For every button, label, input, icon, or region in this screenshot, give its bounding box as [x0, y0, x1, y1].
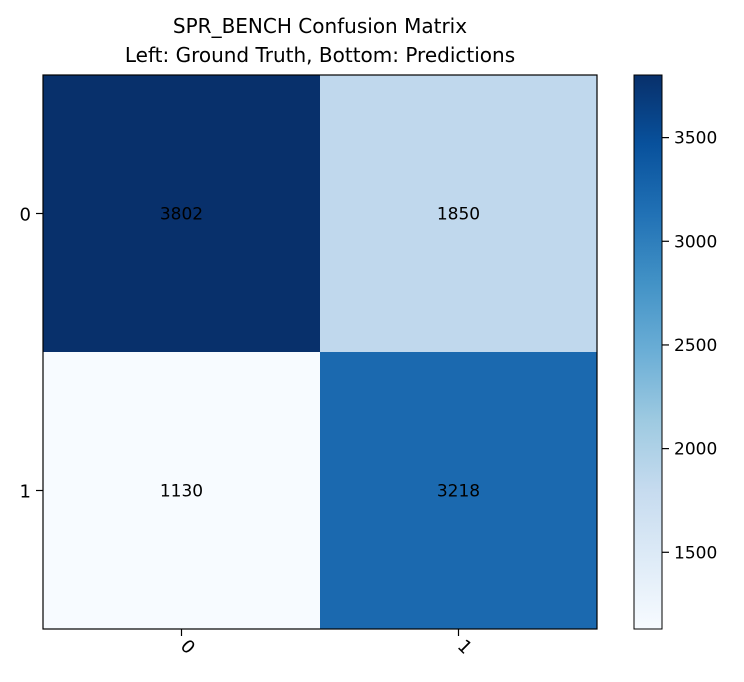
heatmap-cell: [43, 75, 321, 353]
cell-value-label: 3218: [437, 482, 480, 502]
chart-title-line-2: Left: Ground Truth, Bottom: Predictions: [125, 43, 515, 67]
cell-value-label: 3802: [160, 205, 203, 225]
x-tick-label: 1: [453, 636, 476, 659]
cell-value-label: 1850: [437, 205, 480, 225]
cell-value-label: 1130: [160, 482, 203, 502]
colorbar: [633, 74, 663, 630]
heatmap-cell: [320, 352, 598, 630]
colorbar-ticks: 1500 2000 2500 3000 3500: [662, 129, 717, 563]
colorbar-tick-label: 1500: [674, 543, 717, 563]
heatmap-cells: [43, 75, 598, 630]
colorbar-tick-label: 2500: [674, 336, 717, 356]
heatmap-cell: [43, 352, 321, 630]
plot-frame: [42, 74, 598, 630]
x-tick-label: 0: [176, 636, 199, 659]
chart-title-line-1: SPR_BENCH Confusion Matrix: [173, 14, 467, 38]
colorbar-tick-label: 3000: [674, 232, 717, 252]
y-tick-label: 0: [20, 205, 31, 226]
y-tick-label: 1: [20, 482, 31, 503]
colorbar-tick-label: 2000: [674, 440, 717, 460]
y-axis-ticks: 01: [20, 205, 43, 503]
heatmap-cell: [320, 75, 598, 353]
heatmap-cell-labels: 3802 1850 1130 3218: [160, 205, 480, 502]
colorbar-tick-label: 3500: [674, 129, 717, 149]
